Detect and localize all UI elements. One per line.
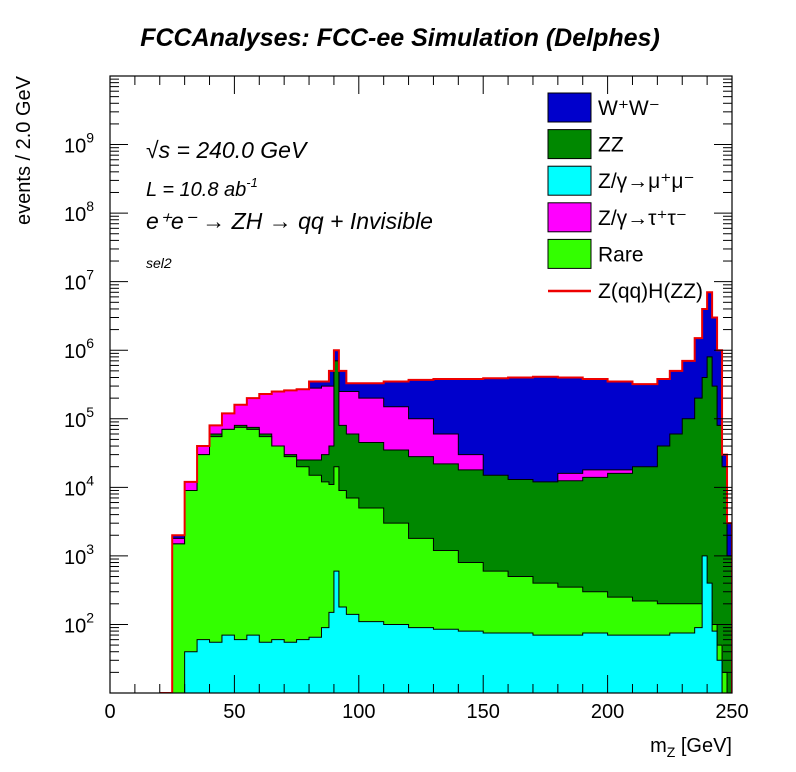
x-tick-label: 250 [715, 701, 748, 723]
y-tick-base: 10 [64, 410, 86, 432]
legend: W⁺W⁻ ZZ Z/γ→μ⁺μ⁻ Z/γ→τ⁺τ⁻ Rare Z(qq)H(ZZ) [547, 92, 703, 303]
y-tick-base: 10 [64, 273, 86, 295]
selection-annotation: sel2 [146, 255, 172, 271]
y-tick-exponent: 4 [86, 472, 94, 488]
legend-item-w-w: W⁺W⁻ [547, 92, 660, 123]
y-tick-base: 10 [64, 478, 86, 500]
plot-series-group [159, 291, 732, 693]
legend-swatch [547, 165, 592, 196]
lumi-sup: -1 [246, 175, 258, 190]
y-tick-exponent: 8 [86, 198, 94, 214]
y-tick-base: 10 [64, 136, 86, 158]
y-tick-exponent: 6 [86, 335, 94, 351]
y-tick-label: 104 [64, 472, 94, 500]
legend-swatch [547, 129, 592, 160]
y-tick-base: 10 [64, 341, 86, 363]
sqrts-symbol: √s [146, 137, 171, 163]
legend-swatch [547, 202, 592, 233]
plot-areas [159, 291, 732, 693]
y-tick-exponent: 7 [86, 267, 94, 283]
y-tick-label: 108 [64, 198, 94, 226]
y-tick-exponent: 5 [86, 404, 94, 420]
legend-item-z-qq-h-zz: Z(qq)H(ZZ) [548, 280, 703, 303]
annotations: √s = 240.0 GeV L = 10.8 ab-1 e⁺e⁻ → ZH →… [146, 137, 433, 271]
x-axis-label: mZ [GeV] [650, 735, 732, 760]
legend-swatch [547, 238, 592, 269]
lumi-main: L = 10.8 ab [146, 179, 246, 201]
legend-label: ZZ [598, 134, 624, 157]
legend-item-z: Z/γ→τ⁺τ⁻ [547, 202, 687, 233]
series-z-area [159, 555, 732, 693]
legend-label: W⁺W⁻ [598, 97, 660, 120]
y-tick-base: 10 [64, 204, 86, 226]
legend-label: Rare [598, 243, 644, 266]
x-axis-label-sub: Z [667, 744, 676, 760]
legend-swatch [547, 92, 592, 123]
lumi-annotation: L = 10.8 ab-1 [146, 175, 258, 201]
series-rare-area [159, 426, 732, 693]
x-axis: 0 50 100 150 200 250 [104, 76, 749, 723]
y-axis-label: events / 2.0 GeV [13, 75, 35, 225]
legend-item-zz: ZZ [547, 129, 624, 160]
y-tick-exponent: 2 [86, 609, 94, 625]
legend-item-rare: Rare [547, 238, 644, 269]
y-tick-base: 10 [64, 615, 86, 637]
y-tick-base: 10 [64, 547, 86, 569]
legend-label: Z/γ→τ⁺τ⁻ [598, 207, 687, 230]
x-tick-label: 100 [342, 701, 375, 723]
y-tick-label: 106 [64, 335, 94, 363]
process-annotation: e⁺e⁻ → ZH → qq + Invisible [146, 208, 433, 234]
chart-title: FCCAnalyses: FCC-ee Simulation (Delphes) [140, 24, 660, 52]
y-tick-label: 103 [64, 541, 94, 569]
x-axis-label-unit: [GeV] [675, 735, 732, 757]
y-tick-exponent: 3 [86, 541, 94, 557]
plot-frame [109, 75, 733, 694]
x-tick-label: 150 [467, 701, 500, 723]
series-z-qq-h-zz-line [159, 291, 732, 693]
sqrts-value: = 240.0 GeV [170, 137, 309, 163]
x-tick-label: 50 [223, 701, 245, 723]
legend-label: Z(qq)H(ZZ) [598, 280, 703, 303]
legend-item-z: Z/γ→μ⁺μ⁻ [547, 165, 695, 196]
y-tick-label: 105 [64, 404, 94, 432]
y-tick-exponent: 9 [86, 130, 94, 146]
y-tick-label: 107 [64, 267, 94, 295]
x-tick-label: 200 [591, 701, 624, 723]
y-tick-label: 102 [64, 609, 94, 637]
legend-label: Z/γ→μ⁺μ⁻ [598, 170, 695, 193]
y-tick-label: 109 [64, 130, 94, 158]
x-tick-label: 0 [104, 701, 115, 723]
sqrts-annotation: √s = 240.0 GeV [146, 137, 309, 163]
x-axis-label-main: m [650, 735, 667, 757]
